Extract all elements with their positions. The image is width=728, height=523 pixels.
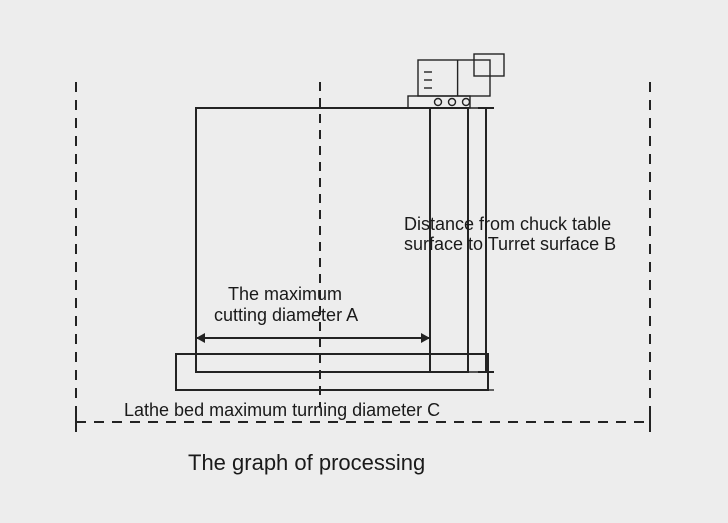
label-max-cut-a-line2: cutting diameter A (214, 305, 358, 325)
label-distance-b-line1: Distance from chuck table (404, 214, 611, 234)
label-max-cut-a-line1: The maximum (228, 284, 342, 304)
processing-graph-diagram: Distance from chuck tablesurface to Turr… (0, 0, 728, 523)
label-bed-diameter-c: Lathe bed maximum turning diameter C (124, 400, 440, 420)
canvas-bg (0, 0, 728, 523)
diagram-title: The graph of processing (188, 450, 425, 475)
label-distance-b-line2: surface to Turret surface B (404, 234, 616, 254)
